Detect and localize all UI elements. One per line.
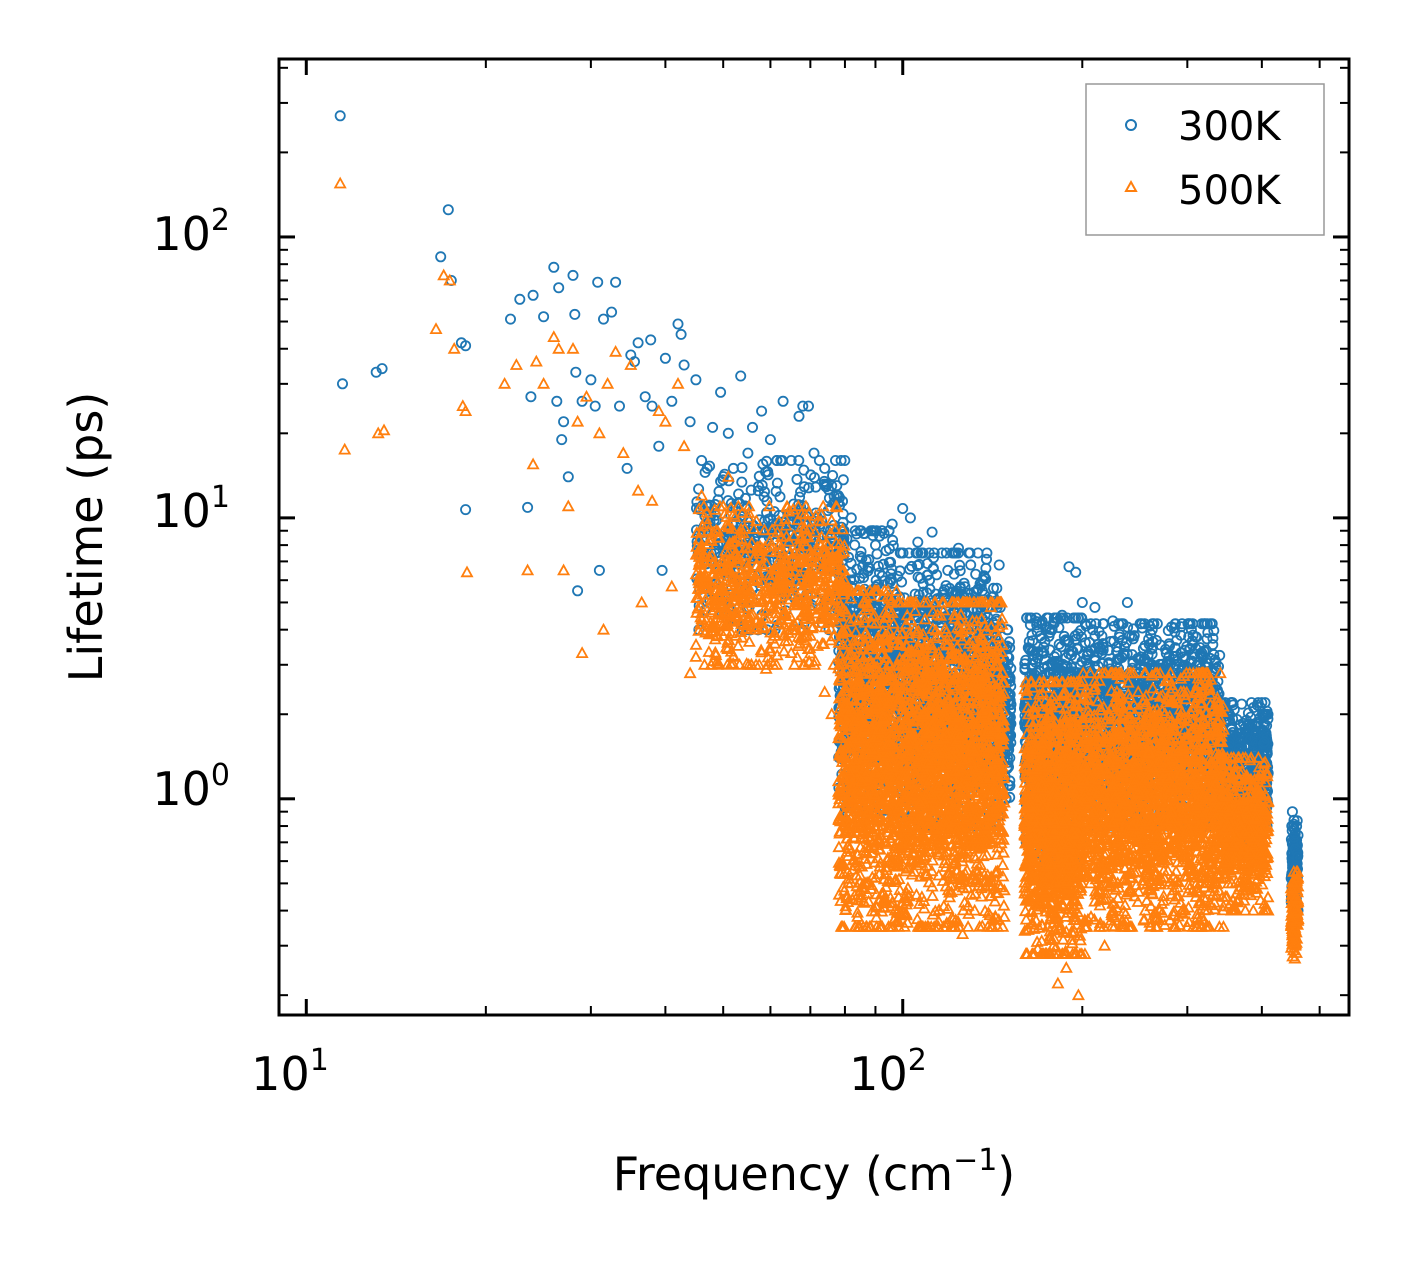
data-point-300k xyxy=(978,570,990,582)
data-point-300k xyxy=(940,580,952,592)
data-point-300k xyxy=(856,552,868,564)
data-point-300k xyxy=(775,454,787,466)
data-point-300k xyxy=(725,497,737,509)
data-point-300k xyxy=(877,558,889,570)
data-point-300k xyxy=(854,572,866,584)
data-point-300k xyxy=(791,473,803,485)
data-point-300k xyxy=(821,478,833,490)
data-point-300k xyxy=(819,480,831,492)
data-point-300k xyxy=(936,547,948,559)
data-point-300k xyxy=(923,547,935,559)
data-point-300k xyxy=(981,553,993,565)
data-point-300k xyxy=(954,565,966,577)
data-point-300k xyxy=(848,574,860,586)
data-point-300k xyxy=(895,547,907,559)
data-point-300k xyxy=(865,525,877,537)
data-point-300k xyxy=(964,547,976,559)
data-point-300k xyxy=(910,547,922,559)
data-point-300k xyxy=(693,483,705,495)
data-point-300k xyxy=(883,525,895,537)
data-point-300k xyxy=(904,563,916,575)
data-point-300k xyxy=(874,567,886,579)
data-point-300k xyxy=(928,547,940,559)
data-point-300k xyxy=(913,589,925,601)
data-point-300k xyxy=(830,454,842,466)
data-point-300k xyxy=(762,469,774,481)
data-point-300k xyxy=(913,558,925,570)
data-point-300k xyxy=(1044,644,1056,656)
data-point-300k xyxy=(849,539,861,551)
data-point-300k xyxy=(892,570,904,582)
data-point-300k xyxy=(857,560,869,572)
data-point-300k xyxy=(736,476,748,488)
data-point-300k xyxy=(704,460,716,472)
data-point-300k xyxy=(835,454,847,466)
data-point-300k xyxy=(827,469,839,481)
data-point-300k xyxy=(871,548,883,560)
data-point-300k xyxy=(770,485,782,497)
data-point-300k xyxy=(885,556,897,568)
data-point-300k xyxy=(803,482,815,494)
data-point-300k xyxy=(981,547,993,559)
data-point-300k xyxy=(839,454,851,466)
data-point-300k xyxy=(921,558,933,570)
data-point-300k xyxy=(917,547,929,559)
data-point-300k xyxy=(798,464,810,476)
data-point-300k xyxy=(887,540,899,552)
data-point-300k xyxy=(906,560,918,572)
data-point-300k xyxy=(855,546,867,558)
data-point-300k xyxy=(745,484,757,496)
data-point-300k xyxy=(756,479,768,491)
plot-area xyxy=(333,110,1305,1001)
data-point-300k xyxy=(954,559,966,571)
data-point-300k xyxy=(761,455,773,467)
data-point-300k xyxy=(813,454,825,466)
data-point-300k xyxy=(921,569,933,581)
data-point-300k xyxy=(950,587,962,599)
data-point-300k xyxy=(794,491,806,503)
data-point-300k xyxy=(837,474,849,486)
data-point-300k xyxy=(758,491,770,503)
data-point-300k xyxy=(808,471,820,483)
data-point-300k xyxy=(887,534,899,546)
data-point-300k xyxy=(768,506,780,518)
data-point-300k xyxy=(1038,647,1050,659)
data-point-300k xyxy=(767,518,779,530)
data-point-300k xyxy=(993,559,1005,571)
data-point-300k xyxy=(739,492,751,504)
data-point-300k xyxy=(798,481,810,493)
data-point-300k xyxy=(793,454,805,466)
